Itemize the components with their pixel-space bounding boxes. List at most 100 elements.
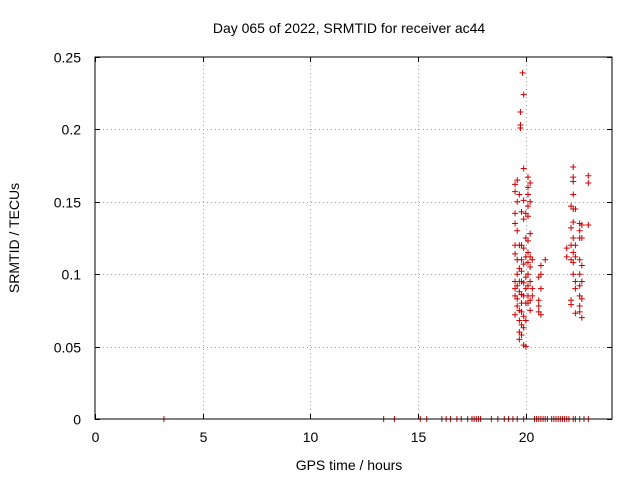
- data-point: [520, 165, 527, 172]
- x-tick-label: 15: [411, 429, 427, 445]
- data-points: [160, 69, 592, 422]
- data-point: [524, 249, 531, 256]
- data-point: [512, 250, 519, 257]
- data-point: [512, 220, 519, 227]
- data-point: [529, 285, 536, 292]
- data-point: [524, 213, 531, 220]
- data-point: [585, 179, 592, 186]
- data-point: [568, 224, 575, 231]
- data-point: [529, 256, 536, 263]
- data-point: [527, 230, 534, 237]
- data-point: [527, 263, 534, 270]
- data-point: [514, 295, 521, 302]
- data-point: [576, 308, 583, 315]
- data-point: [537, 271, 544, 278]
- data-point: [518, 268, 525, 275]
- data-point: [570, 259, 577, 266]
- data-point: [585, 221, 592, 228]
- data-point: [570, 235, 577, 241]
- data-point: [524, 259, 531, 266]
- grid-lines: [95, 57, 612, 419]
- data-point: [520, 91, 527, 98]
- data-point: [522, 317, 529, 324]
- data-point: [514, 177, 521, 184]
- data-point: [578, 278, 585, 285]
- data-point: [578, 295, 585, 302]
- data-point: [570, 219, 577, 226]
- x-tick-label: 0: [92, 429, 100, 445]
- data-point: [570, 271, 577, 278]
- data-point: [537, 311, 544, 318]
- data-point: [527, 307, 534, 314]
- data-point: [570, 249, 577, 256]
- data-point: [520, 197, 527, 204]
- data-point: [518, 208, 525, 215]
- y-tick-label: 0.1: [62, 267, 82, 283]
- data-point: [524, 184, 531, 191]
- data-point: [524, 174, 531, 181]
- x-tick-label: 5: [200, 429, 208, 445]
- data-point: [516, 317, 523, 324]
- data-point: [537, 262, 544, 269]
- data-point: [563, 245, 570, 252]
- data-point: [570, 164, 577, 171]
- data-point: [524, 191, 531, 198]
- data-point: [570, 178, 577, 185]
- data-point: [527, 179, 534, 186]
- data-point: [514, 303, 521, 310]
- data-point: [576, 256, 583, 263]
- data-point: [568, 301, 575, 308]
- data-point: [524, 271, 531, 278]
- y-tick-label: 0.15: [54, 195, 81, 211]
- data-point: [516, 336, 523, 343]
- data-point: [512, 181, 519, 188]
- data-point: [576, 227, 583, 234]
- data-point: [518, 332, 525, 339]
- data-point: [578, 314, 585, 321]
- data-point: [518, 308, 525, 315]
- data-point: [537, 285, 544, 292]
- data-point: [514, 271, 521, 278]
- data-point: [514, 198, 521, 205]
- data-point: [527, 198, 534, 205]
- data-point: [527, 297, 534, 304]
- data-point: [572, 206, 579, 213]
- data-point: [512, 311, 519, 318]
- x-axis-label: GPS time / hours: [296, 457, 403, 473]
- x-tick-label: 20: [519, 429, 535, 445]
- plot-area-frame: [94, 56, 613, 420]
- chart-title: Day 065 of 2022, SRMTID for receiver ac4…: [213, 20, 486, 36]
- data-point: [527, 278, 534, 285]
- data-point: [570, 191, 577, 198]
- data-point: [572, 310, 579, 317]
- x-tick-label: 10: [303, 429, 319, 445]
- data-point: [512, 210, 519, 217]
- data-point: [542, 256, 549, 263]
- data-point: [524, 237, 531, 244]
- data-point: [535, 303, 542, 310]
- data-point: [517, 109, 524, 116]
- data-point: [563, 253, 570, 260]
- data-point: [520, 279, 527, 286]
- data-point: [516, 191, 523, 198]
- data-point: [514, 227, 521, 234]
- data-point: [520, 261, 527, 268]
- data-point: [576, 282, 583, 289]
- data-point: [572, 242, 579, 249]
- data-point: [520, 313, 527, 320]
- data-point: [576, 271, 583, 278]
- y-tick-label: 0: [73, 412, 81, 428]
- data-point: [518, 256, 525, 263]
- y-axis-label: SRMTID / TECUs: [6, 183, 22, 293]
- data-point: [578, 235, 585, 241]
- data-point: [520, 245, 527, 252]
- axis-ticks: 0 5 10 15 20 0 0.05 0.1 0.15 0.2 0.25: [54, 50, 612, 445]
- data-point: [524, 282, 531, 289]
- data-point: [585, 172, 592, 179]
- y-tick-label: 0.2: [62, 122, 82, 138]
- data-point: [529, 292, 536, 299]
- y-tick-label: 0.05: [54, 340, 81, 356]
- y-tick-label: 0.25: [54, 50, 81, 66]
- data-point: [572, 253, 579, 260]
